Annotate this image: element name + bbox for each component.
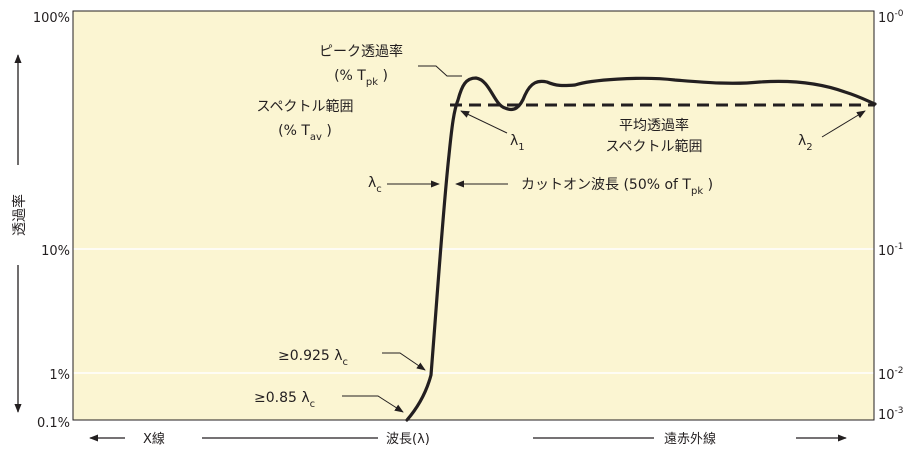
plot-frame (72, 10, 875, 421)
average-range-label: スペクトル範囲 (605, 138, 702, 155)
right-tick-1: 10-1 (878, 242, 904, 259)
peak-formula: (% Tpk ) (334, 68, 388, 88)
left-tick-0-1: 0.1% (37, 416, 70, 431)
left-tick-100: 100% (33, 11, 70, 26)
right-tick-0: 10-0 (878, 9, 904, 26)
transmission-curve (405, 76, 877, 422)
lambdac-label: λc (368, 175, 382, 195)
lambda1-arrow (460, 110, 508, 134)
point-085-label: ≥0.85 λc (254, 390, 315, 410)
left-axis-ticks: 100% 10% 1% 0.1% (33, 11, 70, 431)
left-tick-1: 1% (49, 368, 70, 383)
point-0925-leader (382, 352, 426, 371)
right-tick-2: 10-2 (878, 366, 904, 383)
peak-label: ピーク透過率 (319, 43, 403, 60)
lambda2-label: λ2 (798, 133, 813, 153)
lambda1-label: λ1 (510, 133, 525, 153)
plot-area (73, 11, 874, 420)
point-085-leader (342, 395, 404, 413)
lambda2-arrow (821, 110, 866, 138)
right-tick-3: 10-3 (878, 406, 904, 423)
x-left-label: X線 (143, 431, 165, 447)
x-right-label: 遠赤外線 (664, 431, 716, 447)
cuton-label: カットオン波長 (50% of Tpk ) (521, 177, 713, 197)
average-label: 平均透過率 (619, 117, 689, 134)
x-axis-label: 波長(λ) (386, 432, 430, 447)
left-tick-10: 10% (41, 244, 70, 259)
peak-leader (418, 65, 462, 77)
spectral-formula: (% Tav ) (278, 123, 332, 143)
right-axis-ticks: 10-0 10-1 10-2 10-3 (878, 9, 904, 423)
y-axis-label: 透過率 (11, 194, 28, 236)
spectral-label: スペクトル範囲 (256, 98, 353, 115)
point-0925-label: ≥0.925 λc (278, 348, 348, 368)
